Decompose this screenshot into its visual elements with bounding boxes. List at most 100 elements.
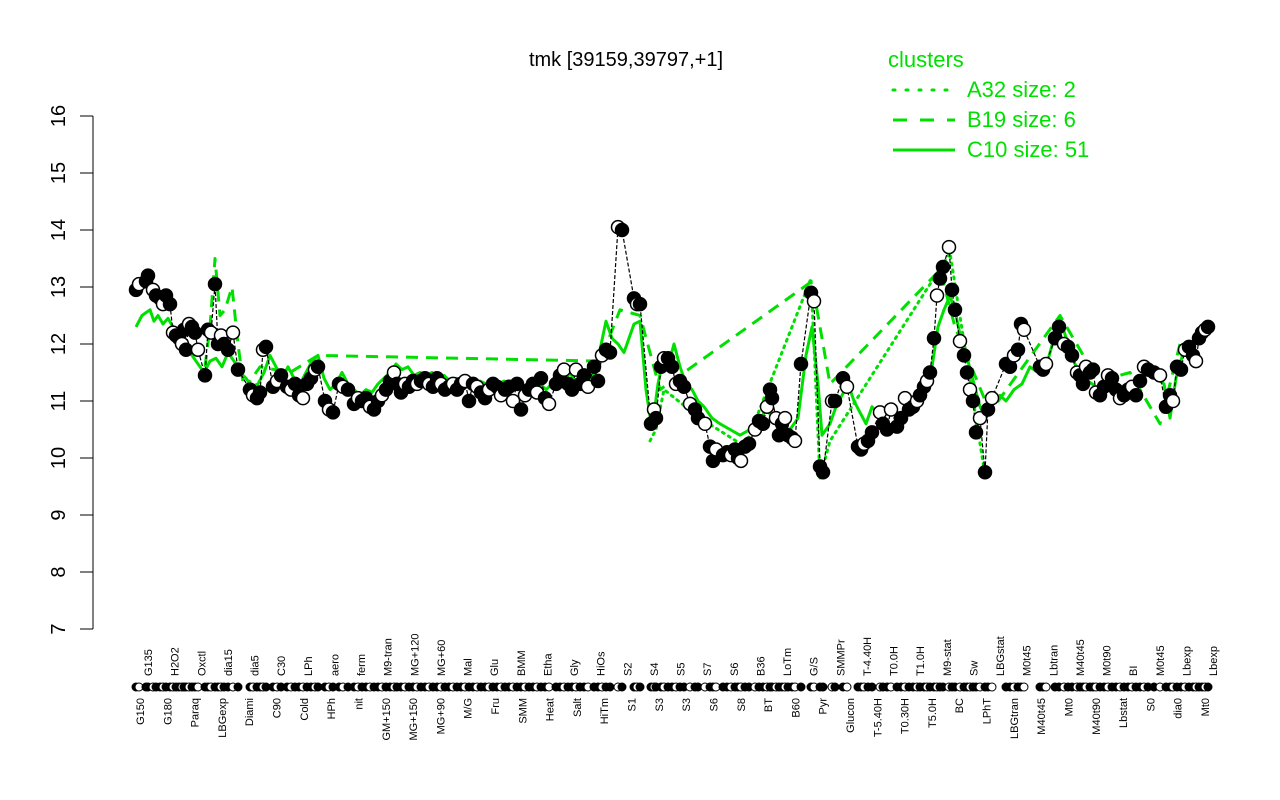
y-tick-label: 8 [48,566,70,577]
x-tick-label: Lbexp [1181,646,1193,676]
data-point [541,396,557,412]
data-point [926,331,942,346]
x-tick-label: MG+120 [409,634,421,677]
data-point [556,362,572,377]
data-point [827,393,843,409]
x-tick-label: S0 [1145,698,1157,711]
data-point [1016,322,1032,337]
data-point [197,368,213,383]
x-tick-label: dia5 [250,655,262,676]
x-tick-label: T0.0H [889,646,901,676]
data-point [273,368,289,383]
legend-entry-label: B19 size: 6 [967,107,1076,132]
data-point [977,465,993,480]
data-point [225,325,241,340]
x-tick-label: B60 [790,698,802,718]
y-tick-label: 12 [48,333,70,355]
data-point [1152,368,1168,383]
data-point [325,405,341,420]
x-tick-label: M/G [463,698,475,719]
rug-point [233,682,243,692]
data-point [1010,342,1026,357]
data-point [513,402,529,417]
x-tick-label: Fru [490,698,502,715]
x-tick-label: S8 [736,698,748,711]
x-tick-label: SMM [517,698,529,724]
x-tick-label: Pyr [818,698,830,715]
x-tick-label: S2 [622,663,634,676]
data-point [839,379,855,394]
y-tick-label: 7 [48,623,70,634]
x-tick-label: M0t45 [1022,645,1034,676]
y-tick-label: 13 [48,276,70,298]
data-point [207,276,223,292]
data-point [806,294,822,309]
rug-point [987,682,997,692]
y-tick-label: 11 [48,391,70,412]
data-point [586,359,602,375]
data-point [944,282,960,298]
data-point [929,288,945,303]
x-tick-label: Lbexp [1208,646,1220,676]
data-point [162,296,178,312]
legend-entries: A32 size: 2 B19 size: 6 C10 size: 51 [891,77,1089,162]
x-tick-label: S6 [708,698,720,711]
x-tick-label: MG+60 [436,640,448,676]
x-tick-label: MG+150 [408,698,420,741]
data-point [230,362,246,377]
data-point [190,342,206,357]
data-point [733,453,749,469]
data-point [1075,376,1091,392]
x-tick-label: Lbstat [1118,698,1130,728]
x-tick-label: M40t45 [1036,698,1048,735]
x-tick-label: LBGexp [217,698,229,738]
data-point [968,425,984,440]
data-point [676,379,692,394]
x-tick-label: HPh [326,698,338,719]
x-tick-label: BMM [516,650,528,676]
x-tick-label: Cold [299,698,311,721]
x-tick-label: M0t45 [1155,645,1167,676]
data-point [1200,319,1216,335]
series-layer [128,219,1216,480]
rug-point [796,682,806,692]
x-tick-label: aero [329,654,341,676]
x-tick-label: G/S [809,657,821,676]
data-point [1132,373,1148,389]
x-tick-label: S4 [649,663,661,676]
data-point [140,268,156,283]
x-tick-label: SMMPr [835,639,847,676]
x-tick-label: Mt0 [1063,698,1075,716]
data-point [935,259,951,275]
data-point [947,302,963,318]
x-tick-label: Lbtran [1048,645,1060,676]
data-point [1085,362,1101,377]
data-point [815,465,831,480]
x-tick-label: HiOs [596,651,608,676]
x-tick-label: Gly [569,659,581,676]
x-tick-label: T5.0H [927,698,939,728]
data-point [1165,393,1181,409]
x-tick-label: T0.30H [900,698,912,734]
x-tick-label: Heat [545,698,557,721]
x-tick-label: dia15 [223,649,235,676]
x-tick-label: LoTm [782,648,794,676]
x-tick-label: BI [1128,666,1140,676]
data-point [764,390,780,406]
data-point [793,356,809,372]
legend-entry-label: C10 size: 51 [967,137,1089,162]
data-point [220,342,236,357]
rug-point [1041,682,1051,692]
rug-point [605,682,615,692]
x-tick-label: Glu [489,659,501,676]
x-axis: G135 H2O2 Oxctl dia15 dia5 C30 LPh aero ferm M9-t… [131,634,1220,741]
x-tick-label: M9-stat [942,639,954,676]
x-tick-label: H2O2 [170,647,182,676]
y-tick-label: 16 [48,105,70,127]
x-tick-label: M0t90 [1102,645,1114,676]
data-point [777,410,793,426]
x-tick-label: M9-tran [383,638,395,676]
legend-entry-label: A32 size: 2 [967,77,1076,102]
data-point [648,410,664,426]
